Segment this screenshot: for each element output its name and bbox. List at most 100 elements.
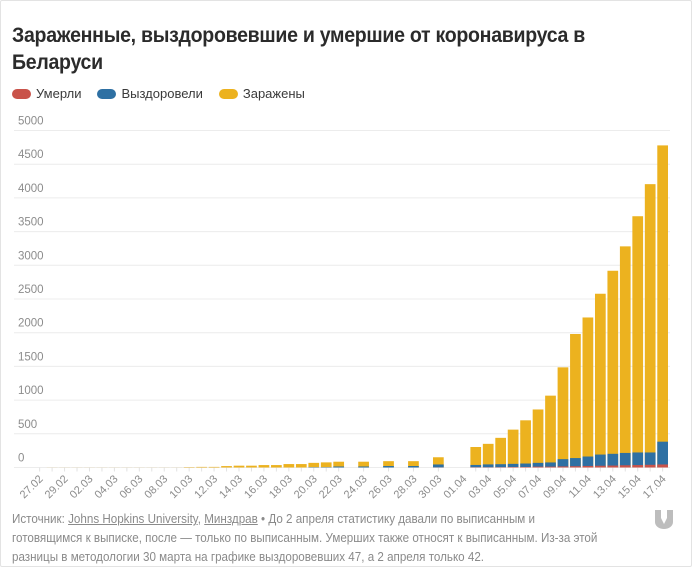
x-tick-label: 11.04 bbox=[567, 473, 594, 500]
chart-title: Зараженные, выздоровевшие и умершие от к… bbox=[12, 24, 586, 74]
x-tick-label: 07.04 bbox=[516, 473, 544, 501]
bar-recovered bbox=[358, 466, 369, 468]
bar-infected bbox=[632, 216, 644, 468]
bar-infected bbox=[470, 447, 482, 468]
bar-recovered bbox=[632, 452, 644, 468]
x-tick-label: 29.02 bbox=[43, 473, 71, 501]
x-tick-label: 20.03 bbox=[292, 473, 320, 501]
x-tick-label: 01.04 bbox=[441, 473, 469, 501]
x-tick-label: 26.03 bbox=[367, 473, 395, 501]
legend-item-recovered[interactable]: Выздоровели bbox=[97, 86, 203, 101]
bar-infected bbox=[433, 457, 444, 468]
bar-recovered bbox=[333, 466, 345, 468]
source-separator: , bbox=[197, 512, 201, 526]
y-tick-label: 0 bbox=[18, 453, 24, 465]
x-tick-label: 17.04 bbox=[641, 473, 669, 501]
bar-recovered bbox=[520, 463, 531, 468]
bar-recovered bbox=[570, 458, 581, 468]
bar-infected bbox=[320, 462, 332, 468]
bar-infected bbox=[545, 395, 556, 468]
bar-infected bbox=[644, 184, 656, 468]
bar-deaths bbox=[657, 464, 668, 468]
download-arrow-icon[interactable] bbox=[653, 508, 675, 530]
x-tick-label: 12.03 bbox=[192, 473, 220, 501]
bar-recovered bbox=[507, 463, 519, 468]
legend-label-recovered: Выздоровели bbox=[121, 86, 203, 101]
x-tick-label: 15.04 bbox=[616, 473, 644, 501]
legend-swatch-infected bbox=[218, 88, 238, 99]
bar-recovered bbox=[545, 462, 556, 468]
bar-recovered bbox=[582, 456, 594, 468]
bar-infected bbox=[495, 437, 507, 468]
x-tick-label: 10.03 bbox=[167, 473, 195, 501]
bar-deaths bbox=[644, 464, 656, 468]
x-tick-label: 24.03 bbox=[342, 473, 370, 501]
legend-swatch-recovered bbox=[97, 88, 117, 99]
bar-deaths bbox=[582, 465, 594, 468]
x-tick-label: 08.03 bbox=[142, 473, 170, 501]
x-tick-label: 14.03 bbox=[217, 473, 245, 501]
bar-infected bbox=[570, 333, 581, 468]
bar-infected bbox=[619, 246, 631, 468]
x-tick-label: 02.03 bbox=[68, 473, 96, 501]
y-tick-label: 2500 bbox=[18, 284, 44, 296]
bar-recovered bbox=[532, 462, 544, 468]
legend-item-infected[interactable]: Заражены bbox=[218, 86, 305, 101]
y-tick-label: 2000 bbox=[18, 318, 44, 330]
bar-recovered bbox=[470, 464, 482, 468]
bar-recovered bbox=[594, 454, 606, 468]
bar-deaths bbox=[594, 465, 606, 468]
bar-infected bbox=[520, 420, 531, 468]
bar-infected bbox=[657, 145, 668, 468]
bar-infected bbox=[507, 429, 519, 468]
bar-recovered bbox=[644, 452, 656, 468]
y-tick-label: 500 bbox=[18, 419, 37, 431]
legend-swatch-deaths bbox=[12, 88, 31, 99]
bar-deaths bbox=[619, 465, 631, 468]
bar-recovered bbox=[482, 464, 494, 468]
bar-infected bbox=[358, 461, 369, 468]
bar-infected bbox=[246, 465, 257, 468]
bar-infected bbox=[271, 465, 282, 468]
y-tick-label: 4000 bbox=[18, 183, 44, 195]
x-tick-label: 18.03 bbox=[267, 473, 295, 501]
x-tick-label: 16.03 bbox=[242, 473, 270, 501]
bar-deaths bbox=[520, 466, 531, 468]
bar-infected bbox=[333, 461, 345, 468]
x-tick-label: 27.02 bbox=[18, 473, 46, 501]
bar-recovered bbox=[557, 459, 569, 468]
bar-infected bbox=[582, 317, 594, 468]
y-tick-label: 3000 bbox=[18, 250, 44, 262]
bar-infected bbox=[233, 465, 245, 468]
x-tick-label: 04.03 bbox=[93, 473, 121, 501]
x-tick-label: 06.03 bbox=[117, 473, 145, 501]
x-tick-label: 22.03 bbox=[317, 473, 345, 501]
x-tick-label: 13.04 bbox=[591, 473, 619, 501]
source-link-minzdrav[interactable]: Минздрав bbox=[204, 512, 258, 526]
chart-footer: Источник: Johns Hopkins University, Минз… bbox=[12, 510, 607, 567]
x-tick-label: 09.04 bbox=[541, 473, 569, 501]
bar-deaths bbox=[507, 466, 519, 468]
stacked-bar-chart: 0 500 1000 1500 2000 2500 3000 3500 4000 4500 5000… bbox=[14, 116, 670, 501]
y-tick-label: 1500 bbox=[18, 351, 44, 363]
bar-infected bbox=[408, 461, 419, 468]
bar-deaths bbox=[545, 466, 556, 468]
y-tick-label: 1000 bbox=[18, 385, 44, 397]
x-tick-label: 03.04 bbox=[466, 473, 494, 501]
bar-recovered bbox=[495, 464, 507, 468]
bar-recovered bbox=[408, 466, 419, 468]
legend-item-deaths[interactable]: Умерли bbox=[12, 86, 81, 101]
bar-infected bbox=[607, 270, 619, 468]
bar-recovered bbox=[433, 464, 444, 468]
x-tick-label: 05.04 bbox=[491, 473, 519, 501]
bar-deaths bbox=[632, 465, 644, 468]
bar-deaths bbox=[570, 466, 581, 468]
source-link-jhu[interactable]: Johns Hopkins University bbox=[68, 512, 198, 526]
legend-label-deaths: Умерли bbox=[36, 86, 82, 101]
footer-note: • До 2 апреля статистику давали по выпис… bbox=[12, 512, 598, 564]
bar-deaths bbox=[557, 466, 569, 468]
bar-recovered bbox=[607, 453, 619, 468]
bar-infected bbox=[196, 466, 207, 468]
bar-infected bbox=[594, 293, 606, 468]
y-tick-label: 5000 bbox=[18, 116, 44, 128]
